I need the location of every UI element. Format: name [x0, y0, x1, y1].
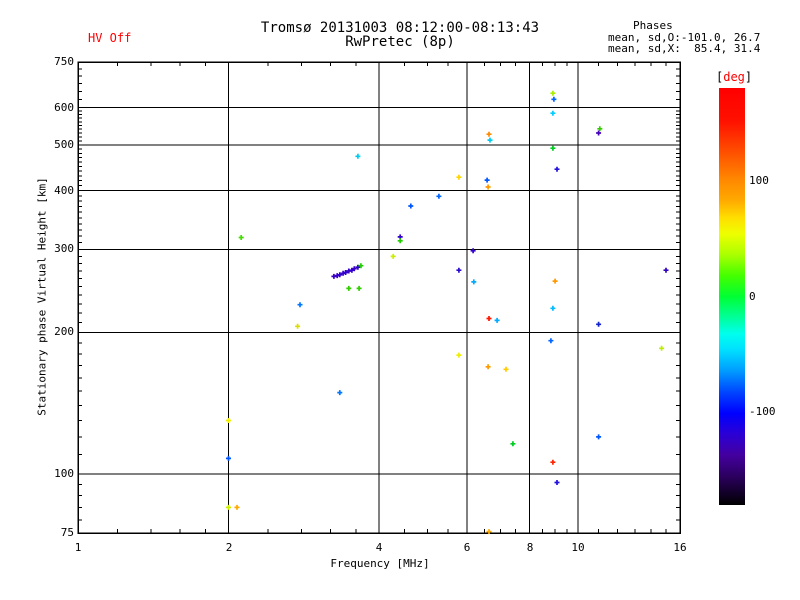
data-point	[486, 529, 492, 535]
phases-mean-sd-o: mean, sd,O:-101.0, 26.7	[608, 31, 761, 44]
colorbar-tick-label: 0	[749, 290, 756, 303]
data-point	[351, 266, 357, 272]
data-point	[487, 137, 493, 143]
y-tick-label: 600	[54, 101, 74, 114]
x-axis-label: Frequency [MHz]	[330, 557, 430, 570]
data-point	[550, 110, 556, 116]
data-point	[503, 366, 509, 372]
data-point	[337, 390, 343, 396]
x-tick-label: 6	[463, 541, 471, 554]
data-point	[485, 184, 491, 190]
x-tick-label: 1	[74, 541, 82, 554]
colorbar-unit-bracket-open: [	[716, 70, 724, 84]
data-point	[390, 253, 396, 259]
data-point	[234, 504, 240, 510]
y-tick-label: 500	[54, 138, 74, 151]
gridlines	[78, 62, 680, 533]
data-point	[408, 203, 414, 209]
data-point	[554, 166, 560, 172]
x-tick-label: 2	[225, 541, 233, 554]
data-point	[484, 177, 490, 183]
x-tick-label: 4	[375, 541, 383, 554]
data-point	[358, 263, 364, 269]
data-point	[485, 364, 491, 370]
data-point	[663, 267, 669, 273]
colorbar	[719, 88, 745, 505]
data-point	[456, 267, 462, 273]
data-point	[471, 279, 477, 285]
data-point	[596, 130, 602, 136]
x-tick-label: 10	[571, 541, 585, 554]
data-point	[436, 193, 442, 199]
phases-mean-sd-x: mean, sd,X: 85.4, 31.4	[608, 42, 761, 55]
data-point	[226, 504, 231, 510]
data-point	[548, 338, 554, 344]
data-points	[226, 90, 669, 535]
data-point	[510, 441, 516, 447]
data-point	[470, 248, 476, 254]
y-tick-label: 100	[54, 467, 74, 480]
data-point	[355, 153, 361, 159]
data-point	[297, 302, 303, 308]
y-tick-label: 750	[54, 55, 74, 68]
colorbar-unit-text: deg	[723, 70, 745, 84]
data-point	[346, 285, 352, 291]
data-point	[550, 90, 556, 96]
y-tick-label: 75	[60, 526, 74, 539]
data-point	[597, 126, 603, 132]
colorbar-tick-label: 100	[749, 174, 769, 187]
data-point	[596, 434, 602, 440]
hv-status-label: HV Off	[88, 31, 132, 45]
phases-header: Phases	[633, 19, 673, 32]
colorbar-tick-label: -100	[749, 405, 776, 418]
y-tick-label: 300	[54, 242, 74, 255]
x-tick-label: 16	[673, 541, 687, 554]
data-point	[550, 305, 556, 311]
plot-subtitle: RwPretec (8p)	[345, 34, 455, 50]
data-point	[397, 238, 403, 244]
y-tick-label: 200	[54, 325, 74, 338]
y-axis-label: Stationary phase Virtual Height [km]	[35, 177, 49, 416]
data-point	[226, 418, 231, 423]
data-point	[550, 145, 556, 151]
data-point	[226, 455, 231, 461]
data-point	[337, 272, 343, 278]
data-point	[554, 480, 560, 485]
data-point	[238, 235, 244, 240]
data-point	[355, 264, 361, 270]
data-point	[550, 459, 556, 465]
data-point	[343, 270, 349, 275]
plot-frame	[77, 61, 681, 534]
plot-title: Tromsø 20131003 08:12:00-08:13:43	[260, 20, 540, 36]
data-point	[596, 321, 602, 327]
data-point	[456, 352, 462, 358]
colorbar-unit-bracket-close: ]	[744, 70, 753, 84]
data-point	[552, 278, 558, 284]
x-tick-label: 8	[526, 541, 534, 554]
data-point	[659, 345, 665, 351]
data-point	[551, 96, 557, 102]
data-point	[494, 317, 500, 323]
data-point	[486, 316, 492, 321]
data-point	[295, 323, 301, 329]
colorbar-unit-label: [deg]	[716, 71, 752, 83]
data-point	[356, 285, 362, 291]
data-point	[456, 174, 462, 180]
data-point	[486, 131, 492, 137]
y-tick-label: 400	[54, 184, 74, 197]
